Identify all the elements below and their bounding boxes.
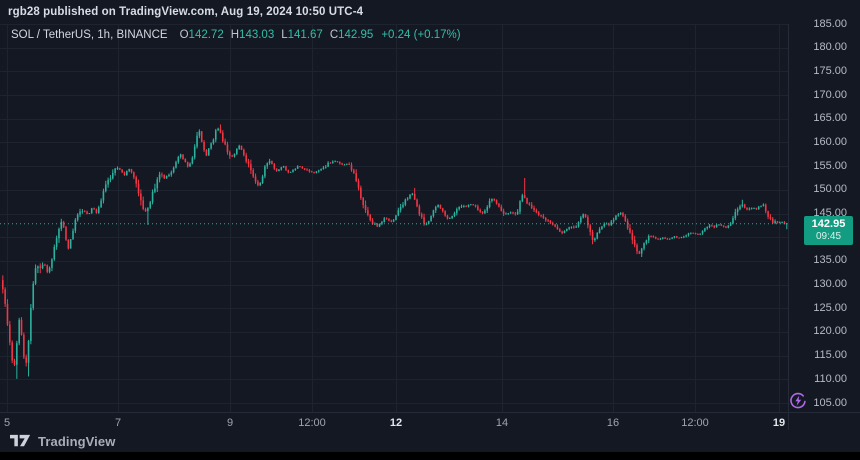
time-tick-label: 12:00 xyxy=(298,417,326,429)
change-value: +0.24 (+0.17%) xyxy=(381,29,461,41)
last-price-value: 142.95 xyxy=(811,218,846,231)
price-tick-label: 160.00 xyxy=(813,135,847,148)
time-tick-label: 14 xyxy=(495,417,509,429)
high-label: H xyxy=(230,29,240,41)
price-tick-label: 150.00 xyxy=(813,183,847,196)
time-tick-label: 7 xyxy=(114,417,122,429)
symbol-title: SOL / TetherUS, 1h, BINANCE xyxy=(11,29,168,41)
candlestick-series xyxy=(1,124,788,379)
time-tick-label: 16 xyxy=(606,417,620,429)
price-tick-label: 170.00 xyxy=(813,88,847,101)
time-tick-label: 9 xyxy=(226,417,234,429)
gridlines xyxy=(0,24,788,412)
bottom-strip xyxy=(0,452,860,460)
price-axis-separator xyxy=(788,24,789,430)
price-tick-label: 120.00 xyxy=(813,325,847,338)
candle-countdown: 09:45 xyxy=(815,231,842,243)
price-tick-label: 110.00 xyxy=(814,372,847,385)
price-tick-label: 105.00 xyxy=(813,396,847,409)
price-tick-label: 115.00 xyxy=(814,349,847,362)
price-tick-label: 125.00 xyxy=(813,301,847,314)
low-value: 141.67 xyxy=(287,29,323,41)
time-scale[interactable]: 5 7 9 12:00 12 14 16 12:00 19 xyxy=(0,412,860,430)
publish-bar: rgb28 published on TradingView.com, Aug … xyxy=(0,0,860,24)
open-value: 142.72 xyxy=(188,29,224,41)
price-tick-label: 155.00 xyxy=(813,159,847,172)
last-price-badge: 142.95 09:45 xyxy=(804,216,853,246)
price-tick-label: 180.00 xyxy=(813,41,847,54)
close-value: 142.95 xyxy=(338,29,374,41)
time-tick-label: 19 xyxy=(772,417,786,429)
price-tick-label: 175.00 xyxy=(813,64,847,77)
open-label: O xyxy=(179,29,189,41)
high-value: 143.03 xyxy=(239,29,275,41)
price-tick-label: 135.00 xyxy=(813,254,847,267)
tradingview-logo-icon[interactable] xyxy=(10,434,31,448)
close-label: C xyxy=(329,29,339,41)
time-tick-label: 12:00 xyxy=(681,417,709,429)
candlestick-chart[interactable] xyxy=(0,24,860,412)
time-tick-label: 5 xyxy=(3,417,11,429)
boost-icon[interactable] xyxy=(789,392,807,410)
price-tick-label: 165.00 xyxy=(813,112,847,125)
time-tick-label: 12 xyxy=(389,417,403,429)
price-tick-label: 145.00 xyxy=(813,207,847,219)
attribution-bar: TradingView xyxy=(0,430,860,452)
low-label: L xyxy=(281,29,288,41)
publish-text: rgb28 published on TradingView.com, Aug … xyxy=(8,6,364,18)
price-tick-label: 185.00 xyxy=(813,17,847,30)
price-tick-label: 130.00 xyxy=(813,278,847,291)
chart-legend: SOL / TetherUS, 1h, BINANCE O 142.72 H 143… xyxy=(11,28,461,42)
chart-area: SOL / TetherUS, 1h, BINANCE O 142.72 H 143… xyxy=(0,18,860,412)
tradingview-brand-link[interactable]: TradingView xyxy=(38,433,116,449)
